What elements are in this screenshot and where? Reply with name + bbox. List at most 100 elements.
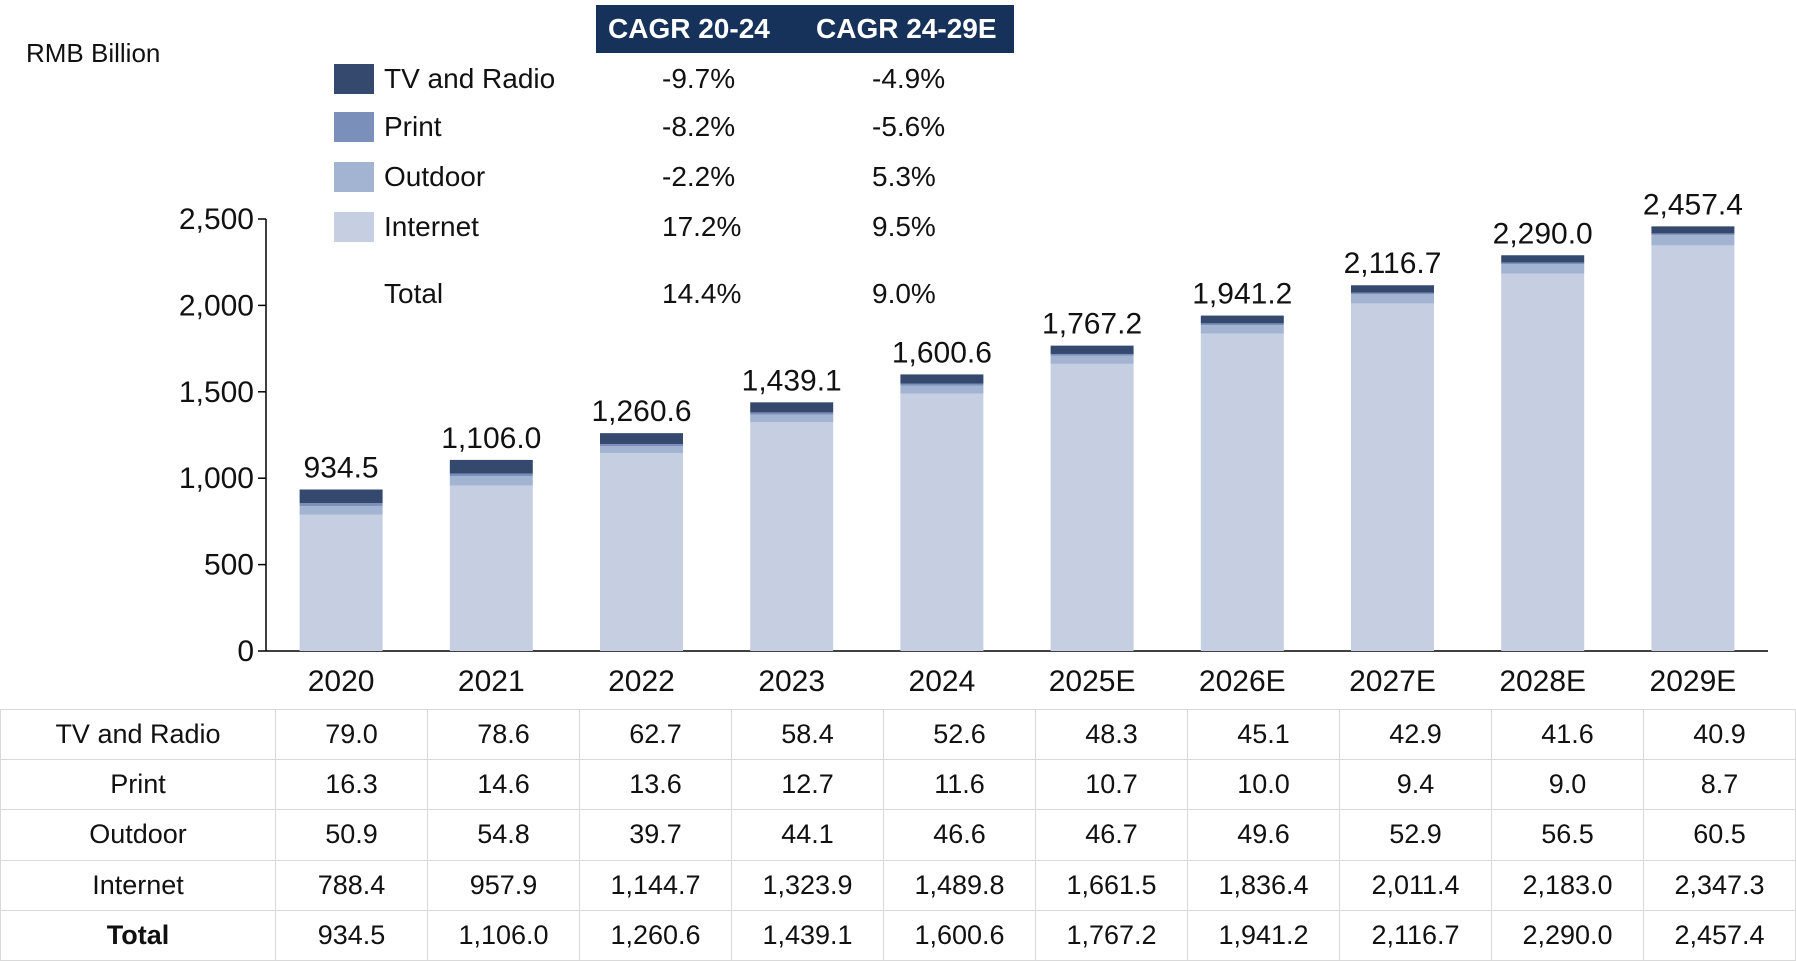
table-cell: 40.9 [1643, 708, 1796, 761]
x-tick-label: 2026E [1199, 665, 1286, 698]
table-cell: 54.8 [427, 809, 580, 861]
table-cell: 1,836.4 [1187, 859, 1340, 911]
bar-segment [1200, 325, 1284, 334]
x-tick-label: 2023 [758, 665, 825, 698]
table-cell: 56.5 [1491, 809, 1644, 861]
legend-cagr-24-29e: -4.9% [872, 63, 946, 94]
total-data-label: 1,941.2 [1192, 278, 1292, 311]
x-tick-label: 2022 [608, 665, 675, 698]
table-cell: 52.6 [883, 708, 1036, 761]
x-tick-label: 2024 [909, 665, 976, 698]
legend-swatch-internet [334, 212, 374, 242]
legend-cagr-20-24: 17.2% [662, 211, 742, 242]
table-row: Outdoor 50.9 54.8 39.7 44.1 46.6 46.7 49.6 52.9 5… [0, 809, 1796, 861]
table-cell: 79.0 [275, 708, 428, 761]
table-cell: 49.6 [1187, 809, 1340, 861]
x-tick-label: 2028E [1499, 665, 1586, 698]
legend-cagr-24-29e: 5.3% [872, 161, 936, 192]
total-data-label: 1,767.2 [1042, 308, 1142, 341]
bar-segment [600, 446, 683, 454]
bar-segment [750, 414, 834, 423]
table-cell: 1,106.0 [427, 909, 580, 961]
table-cell: 14.6 [427, 759, 580, 811]
total-data-label: 934.5 [304, 452, 379, 485]
legend-cagr-24-29e: 9.0% [872, 278, 936, 309]
bar-segment [900, 385, 984, 394]
table-cell: 1,439.1 [731, 909, 884, 961]
legend-swatch-outdoor [334, 162, 374, 192]
table-cell: 13.6 [579, 759, 732, 811]
bar-segment [1050, 363, 1134, 651]
bar-segment [1351, 303, 1434, 651]
cagr-header-20-24: CAGR 20-24 [608, 13, 770, 44]
bar-segment [449, 485, 533, 651]
legend-label: Outdoor [384, 161, 486, 192]
table-cell: 2,347.3 [1643, 859, 1796, 911]
table-cell: 10.0 [1187, 759, 1340, 811]
table-cell: 10.7 [1035, 759, 1188, 811]
cagr-header: CAGR 20-24 CAGR 24-29E [596, 5, 1014, 53]
table-cell: 2,183.0 [1491, 859, 1644, 911]
table-cell: 1,767.2 [1035, 909, 1188, 961]
table-cell: 8.7 [1643, 759, 1796, 811]
bar-segment [600, 433, 683, 444]
bar-segment [1501, 264, 1585, 274]
table-cell: 60.5 [1643, 809, 1796, 861]
table-cell: 1,260.6 [579, 909, 732, 961]
table-cell: 48.3 [1035, 708, 1188, 761]
total-data-label: 1,600.6 [892, 336, 992, 369]
table-cell: 50.9 [275, 809, 428, 861]
bar-segment [1651, 226, 1735, 234]
bar-segment [449, 476, 533, 486]
bar-segment [750, 412, 834, 415]
table-row-label: Outdoor [0, 809, 276, 861]
bar-segment [900, 393, 984, 651]
bar-segment [600, 453, 683, 651]
bar-segment [1050, 345, 1134, 354]
table-row: TV and Radio 79.0 78.6 62.7 58.4 52.6 48.3 45.1… [0, 708, 1796, 761]
table-cell: 2,457.4 [1643, 909, 1796, 961]
bar-segment [1050, 355, 1134, 364]
table-row-label: Print [0, 759, 276, 811]
x-tick-label: 2025E [1049, 665, 1136, 698]
total-data-label: 2,116.7 [1344, 247, 1442, 280]
data-table: TV and Radio 79.0 78.6 62.7 58.4 52.6 48.3 45.1… [0, 708, 1796, 961]
y-tick-label: 1,000 [179, 462, 254, 495]
table-cell: 45.1 [1187, 708, 1340, 761]
total-data-label: 2,290.0 [1493, 217, 1593, 250]
table-cell: 1,941.2 [1187, 909, 1340, 961]
bar-segment [1501, 262, 1585, 265]
bar-segment [600, 443, 683, 447]
table-row: Internet 788.4 957.9 1,144.7 1,323.9 1,489.8 1… [0, 859, 1796, 911]
table-row-label: Total [0, 909, 276, 961]
table-cell: 44.1 [731, 809, 884, 861]
stacked-bar-chart: 0 500 1,000 1,500 2,000 2,500 934.5 2020 1,106.0… [179, 188, 1768, 698]
table-cell: 78.6 [427, 708, 580, 761]
x-tick-label: 2027E [1349, 665, 1436, 698]
table-cell: 46.7 [1035, 809, 1188, 861]
bar-segment [1651, 245, 1735, 651]
legend-label: Print [384, 111, 442, 142]
table-cell: 2,116.7 [1339, 909, 1492, 961]
bar-segment [299, 489, 383, 504]
y-tick-label: 1,500 [179, 376, 254, 409]
bar-segment [900, 374, 984, 384]
table-cell: 2,290.0 [1491, 909, 1644, 961]
y-tick-label: 2,500 [179, 203, 254, 236]
legend-label: Total [384, 278, 444, 309]
table-row: Print 16.3 14.6 13.6 12.7 11.6 10.7 10.0 9.4 9.0 8… [0, 759, 1796, 811]
bar-segment [1501, 255, 1585, 263]
y-tick-label: 2,000 [179, 289, 254, 322]
bar-segment [1651, 234, 1735, 246]
legend-cagr-20-24: 14.4% [662, 278, 742, 309]
table-cell: 934.5 [275, 909, 428, 961]
bar-segment [1200, 333, 1284, 651]
bar-segment [900, 383, 984, 386]
bar-segment [299, 505, 383, 515]
bar-segment [1200, 315, 1284, 324]
legend-cagr-24-29e: -5.6% [872, 111, 946, 142]
legend-cagr-20-24: -2.2% [662, 161, 736, 192]
legend-label: TV and Radio [384, 63, 556, 94]
table-cell: 1,661.5 [1035, 859, 1188, 911]
bar-segment [1050, 353, 1134, 356]
